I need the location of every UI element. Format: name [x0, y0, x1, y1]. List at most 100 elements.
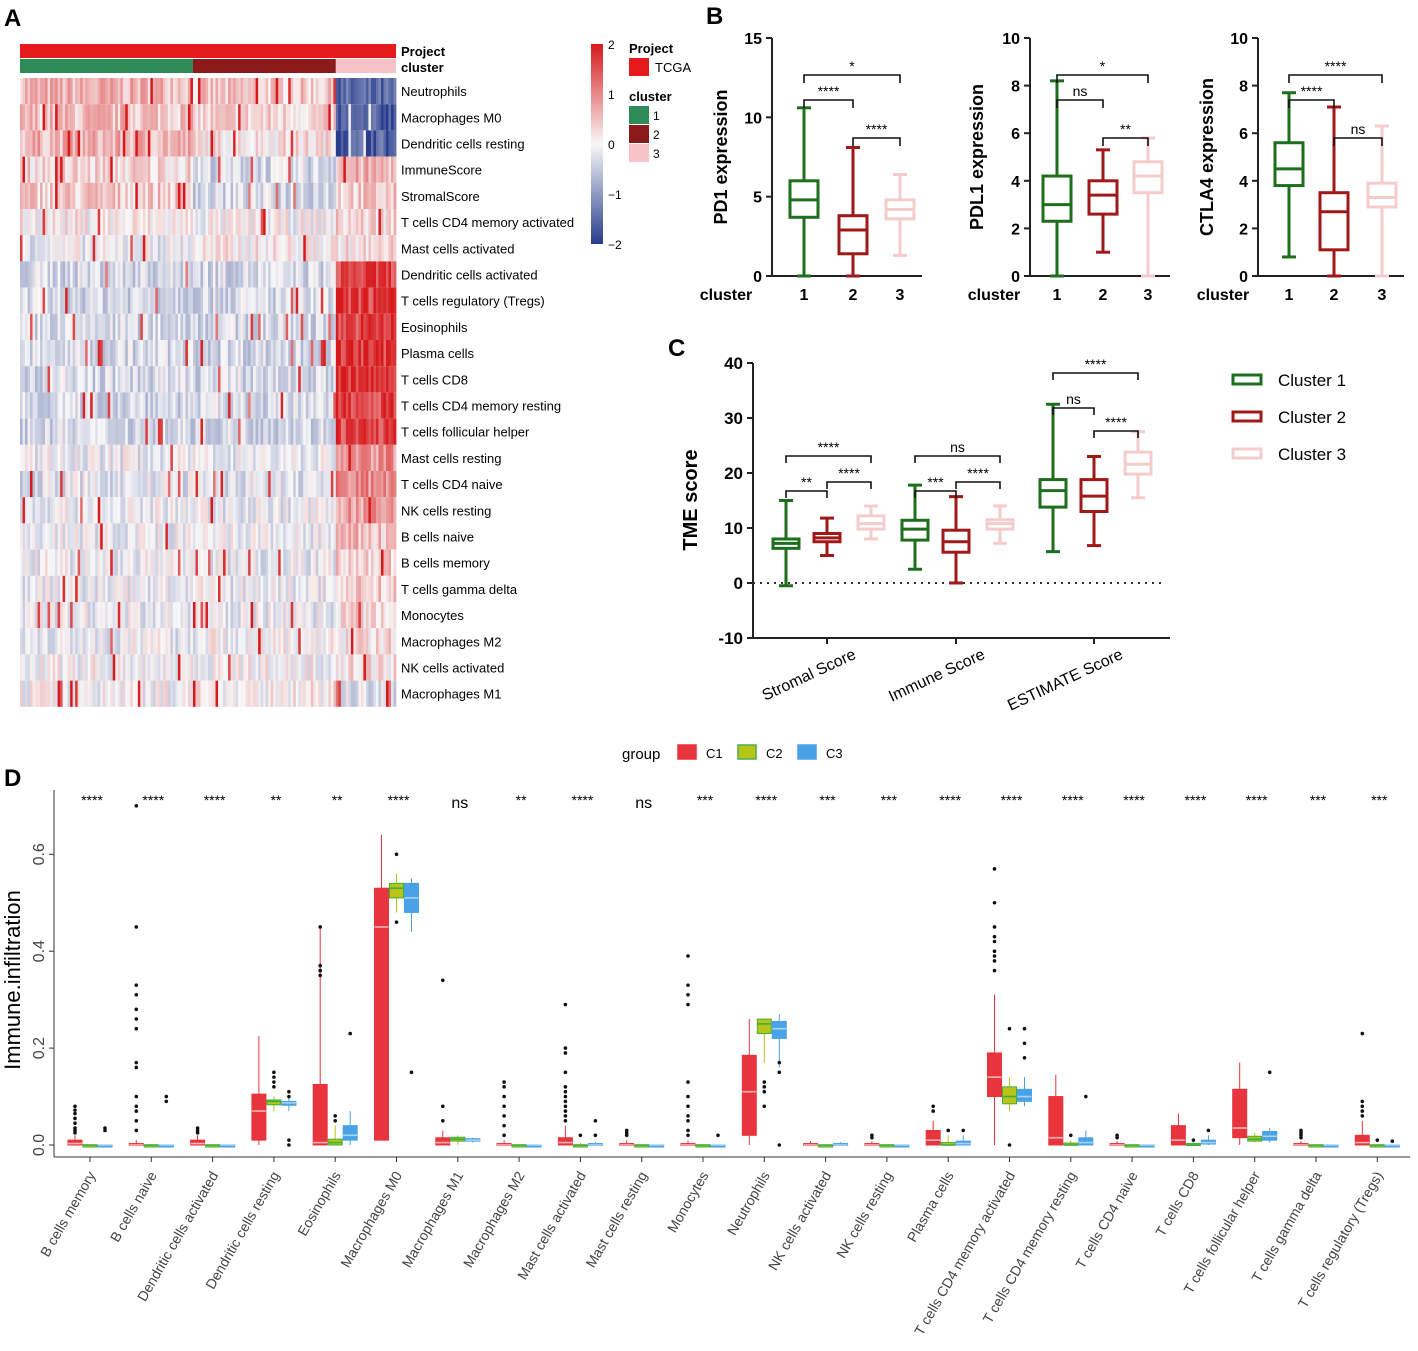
heatmap-cell [135, 78, 139, 105]
heatmap-cell [335, 392, 339, 419]
heatmap-cell [340, 680, 344, 707]
heatmap-cell [77, 182, 81, 209]
heatmap-cell [375, 182, 379, 209]
heatmap-cell [360, 523, 364, 550]
heatmap-cell [32, 130, 36, 157]
heatmap-cell [130, 261, 134, 288]
heatmap-cell [258, 366, 262, 393]
heatmap-cell [182, 602, 186, 629]
heatmap-cell [303, 523, 307, 550]
heatmap-cell [270, 654, 274, 681]
box-c2 [572, 1133, 588, 1148]
heatmap-cell [245, 654, 249, 681]
heatmap-cell [213, 418, 216, 445]
box-iqr [925, 1129, 941, 1146]
heatmap-cell [117, 602, 121, 629]
heatmap-cell [240, 497, 244, 524]
heatmap-cell [360, 366, 364, 393]
heatmap-cell [223, 313, 226, 340]
heatmap-cell [117, 444, 121, 471]
heatmap-cell [358, 523, 362, 550]
heatmap-cell [390, 549, 394, 576]
heatmap-cell [328, 261, 332, 288]
heatmap-cell [210, 392, 214, 419]
heatmap-cell [293, 680, 297, 707]
heatmap-cell [288, 130, 292, 157]
heatmap-cell [388, 366, 392, 393]
heatmap-cell [228, 497, 231, 524]
heatmap-cell [117, 418, 121, 445]
heatmap-cell [142, 602, 146, 629]
heatmap-cell [170, 418, 174, 445]
heatmap-cell [238, 287, 241, 314]
heatmap-cell [85, 497, 89, 524]
heatmap-cell [220, 182, 224, 209]
heatmap-cell [273, 313, 277, 340]
box-c1 [1170, 1113, 1186, 1146]
heatmap-cell [263, 130, 267, 157]
heatmap-cell [378, 340, 382, 367]
box-c3 [1078, 1094, 1094, 1146]
heatmap-row [20, 392, 397, 419]
heatmap-cell [162, 261, 166, 288]
heatmap-cell [202, 340, 206, 367]
heatmap-cell [85, 628, 89, 655]
heatmap-cell [20, 680, 23, 707]
heatmap-cell [195, 340, 199, 367]
heatmap-cell [288, 575, 292, 602]
heatmap-cell [182, 418, 186, 445]
heatmap-cell [273, 444, 277, 471]
heatmap-cell [202, 654, 206, 681]
heatmap-cell [370, 628, 374, 655]
heatmap-cell [95, 287, 99, 314]
box-c2 [695, 1144, 711, 1148]
heatmap-cell [135, 340, 139, 367]
heatmap-cell [250, 313, 254, 340]
heatmap-cell [37, 78, 41, 105]
heatmap-cell [378, 156, 382, 183]
heatmap-cell [57, 261, 61, 288]
heatmap-cell [363, 340, 367, 367]
heatmap-cell [390, 444, 394, 471]
heatmap-cell [190, 602, 194, 629]
box-cluster-2 [941, 495, 971, 585]
heatmap-cell [52, 209, 56, 236]
heatmap-cell [298, 602, 302, 629]
heatmap-cell [268, 182, 272, 209]
outlier-point [992, 867, 997, 871]
heatmap-cell [305, 340, 309, 367]
heatmap-cell [240, 628, 244, 655]
y-tick-label: 4 [1239, 174, 1248, 191]
heatmap-cell [192, 471, 196, 498]
heatmap-cell [162, 104, 166, 131]
heatmap-cell [35, 130, 38, 157]
heatmap-cell [175, 575, 179, 602]
heatmap-cell [195, 523, 199, 550]
heatmap-cell [238, 575, 241, 602]
heatmap-cell [152, 78, 156, 105]
box-c1 [803, 1141, 819, 1147]
heatmap-cell [190, 104, 194, 131]
heatmap-cell [180, 523, 184, 550]
heatmap-cell [213, 680, 216, 707]
heatmap-cell [365, 313, 369, 340]
outlier-point [134, 983, 139, 987]
outlier-point [578, 1133, 583, 1138]
heatmap-cell [208, 313, 211, 340]
heatmap-cell [20, 182, 23, 209]
heatmap-cell [160, 654, 164, 681]
heatmap-cell [50, 523, 53, 550]
box-iqr [1002, 1086, 1017, 1105]
heatmap-cell [85, 575, 89, 602]
heatmap-cell [378, 602, 382, 629]
heatmap-cell [393, 471, 397, 498]
heatmap-cell [283, 78, 287, 105]
heatmap-row-label: T cells CD4 naive [401, 477, 503, 492]
heatmap-cell [122, 261, 126, 288]
heatmap-cell [140, 235, 144, 262]
heatmap-cell [67, 156, 71, 183]
heatmap-cell [370, 313, 374, 340]
heatmap-cell [260, 680, 264, 707]
heatmap-cell [390, 156, 394, 183]
heatmap-cell [20, 366, 23, 393]
